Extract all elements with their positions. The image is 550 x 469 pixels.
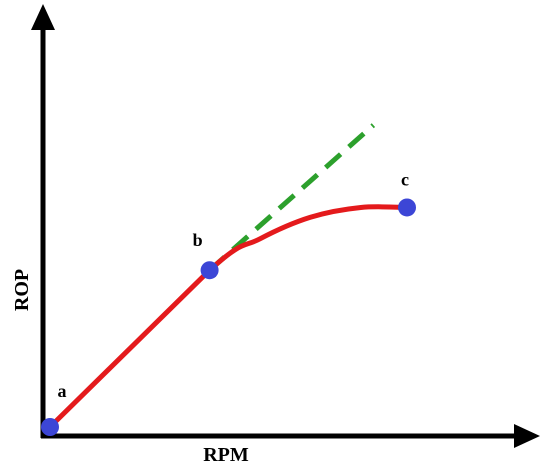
point-b bbox=[200, 261, 219, 280]
axes bbox=[31, 4, 540, 448]
x-axis-label: RPM bbox=[203, 444, 249, 466]
point-a bbox=[41, 418, 59, 436]
point-label-b: b bbox=[193, 230, 203, 250]
y-axis-arrow bbox=[31, 4, 55, 30]
y-axis-label: ROP bbox=[11, 269, 33, 311]
point-label-c: c bbox=[401, 169, 409, 189]
rop-curve bbox=[47, 204, 410, 430]
point-label-a: a bbox=[58, 381, 67, 401]
point-c bbox=[398, 198, 416, 217]
x-axis-arrow bbox=[514, 424, 540, 448]
marks: a b c bbox=[41, 123, 416, 436]
